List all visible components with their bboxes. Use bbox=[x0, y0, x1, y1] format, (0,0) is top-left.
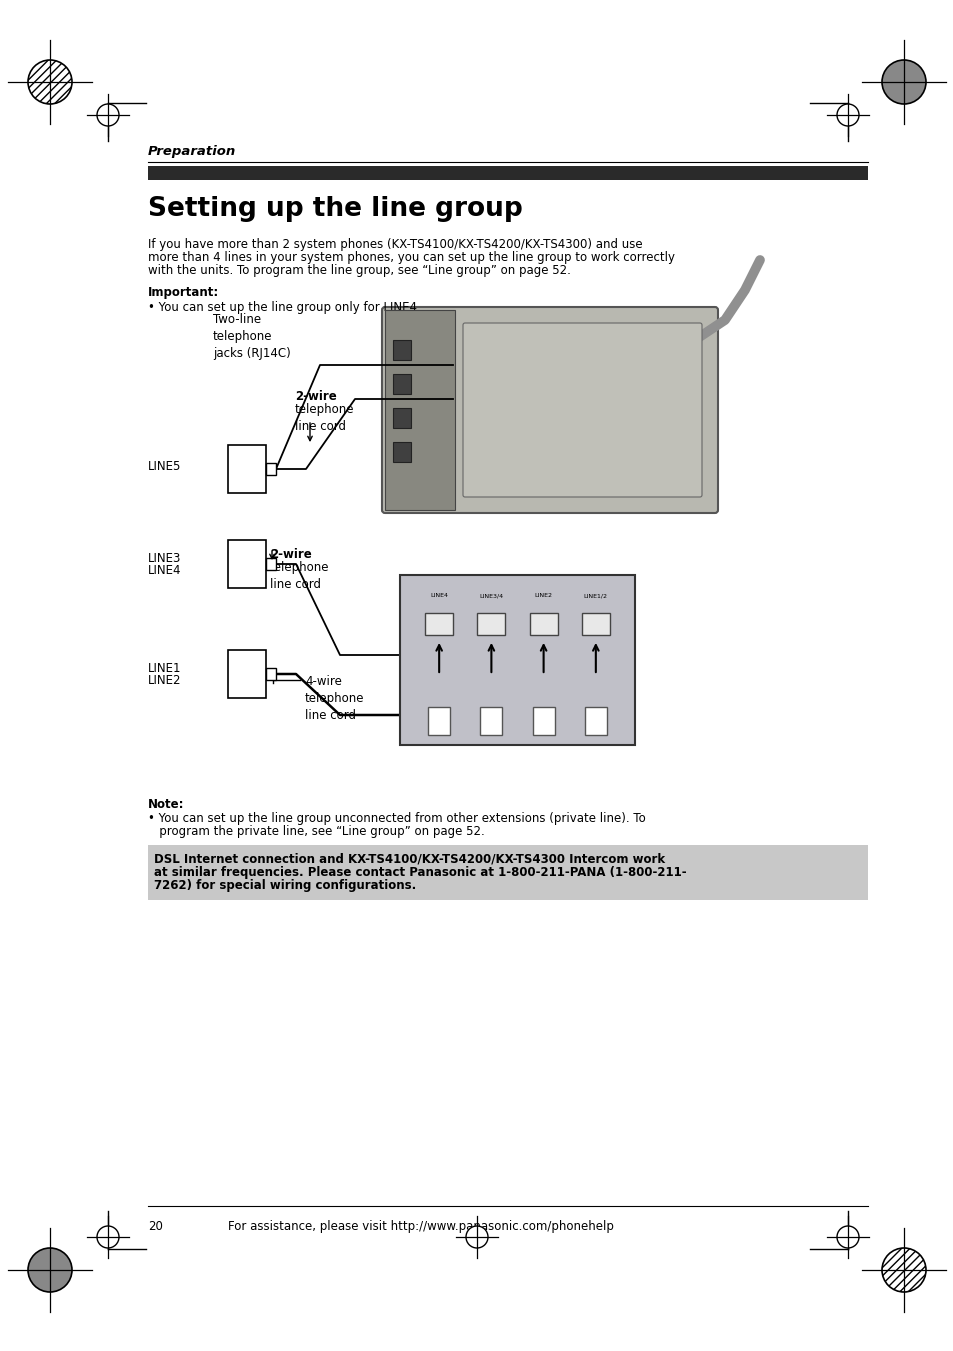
Bar bbox=[266, 463, 275, 476]
Bar bbox=[228, 540, 266, 588]
Text: 20: 20 bbox=[148, 1220, 163, 1233]
Bar bbox=[148, 166, 867, 180]
Text: Note:: Note: bbox=[148, 798, 184, 811]
Bar bbox=[393, 408, 411, 428]
Circle shape bbox=[882, 1248, 925, 1292]
Bar bbox=[428, 707, 450, 735]
Circle shape bbox=[882, 59, 925, 104]
Bar bbox=[266, 667, 275, 680]
Text: • You can set up the line group only for LINE4.: • You can set up the line group only for… bbox=[148, 301, 420, 313]
Circle shape bbox=[465, 1225, 488, 1248]
Text: • You can set up the line group unconnected from other extensions (private line): • You can set up the line group unconnec… bbox=[148, 812, 645, 825]
Text: LINE1: LINE1 bbox=[148, 662, 181, 674]
Text: LINE1/2: LINE1/2 bbox=[583, 593, 607, 598]
Bar bbox=[393, 442, 411, 462]
Text: telephone
line cord: telephone line cord bbox=[294, 403, 355, 434]
Text: LINE3: LINE3 bbox=[148, 551, 181, 565]
Text: 4-wire
telephone
line cord: 4-wire telephone line cord bbox=[305, 676, 364, 721]
Circle shape bbox=[836, 104, 858, 126]
Text: 7262) for special wiring configurations.: 7262) for special wiring configurations. bbox=[153, 880, 416, 892]
Text: Setting up the line group: Setting up the line group bbox=[148, 196, 522, 222]
Bar bbox=[480, 707, 502, 735]
Bar bbox=[425, 613, 453, 635]
Circle shape bbox=[836, 1225, 858, 1248]
Text: For assistance, please visit http://www.panasonic.com/phonehelp: For assistance, please visit http://www.… bbox=[228, 1220, 613, 1233]
Circle shape bbox=[28, 1248, 71, 1292]
Bar bbox=[584, 707, 606, 735]
Bar bbox=[532, 707, 554, 735]
Bar bbox=[228, 650, 266, 698]
Circle shape bbox=[97, 104, 119, 126]
Text: Two-line
telephone
jacks (RJ14C): Two-line telephone jacks (RJ14C) bbox=[213, 313, 291, 359]
Circle shape bbox=[28, 59, 71, 104]
Bar bbox=[581, 613, 609, 635]
Circle shape bbox=[97, 1225, 119, 1248]
Text: Important:: Important: bbox=[148, 286, 219, 299]
Bar bbox=[529, 613, 557, 635]
Text: telephone
line cord: telephone line cord bbox=[270, 561, 329, 590]
Text: 2-wire: 2-wire bbox=[294, 390, 336, 403]
Text: LINE5: LINE5 bbox=[148, 461, 181, 473]
Text: program the private line, see “Line group” on page 52.: program the private line, see “Line grou… bbox=[148, 825, 484, 838]
Bar bbox=[228, 444, 266, 493]
Text: more than 4 lines in your system phones, you can set up the line group to work c: more than 4 lines in your system phones,… bbox=[148, 251, 675, 263]
Text: LINE4: LINE4 bbox=[148, 565, 181, 577]
Bar bbox=[393, 374, 411, 394]
Bar bbox=[399, 576, 635, 744]
Bar bbox=[148, 844, 867, 900]
Text: LINE3/4: LINE3/4 bbox=[478, 593, 503, 598]
Bar bbox=[476, 613, 505, 635]
Text: LINE2: LINE2 bbox=[534, 593, 552, 598]
Text: If you have more than 2 system phones (KX-TS4100/KX-TS4200/KX-TS4300) and use: If you have more than 2 system phones (K… bbox=[148, 238, 642, 251]
Bar bbox=[385, 309, 455, 509]
Text: DSL Internet connection and KX-TS4100/KX-TS4200/KX-TS4300 Intercom work: DSL Internet connection and KX-TS4100/KX… bbox=[153, 852, 664, 866]
Text: with the units. To program the line group, see “Line group” on page 52.: with the units. To program the line grou… bbox=[148, 263, 570, 277]
FancyBboxPatch shape bbox=[462, 323, 701, 497]
Text: LINE2: LINE2 bbox=[148, 674, 181, 688]
Text: LINE4: LINE4 bbox=[430, 593, 448, 598]
Bar bbox=[266, 558, 275, 570]
Text: 2-wire: 2-wire bbox=[270, 549, 312, 561]
FancyBboxPatch shape bbox=[381, 307, 718, 513]
Text: at similar frequencies. Please contact Panasonic at 1-800-211-PANA (1-800-211-: at similar frequencies. Please contact P… bbox=[153, 866, 686, 880]
Bar bbox=[393, 340, 411, 359]
Text: Preparation: Preparation bbox=[148, 145, 236, 158]
